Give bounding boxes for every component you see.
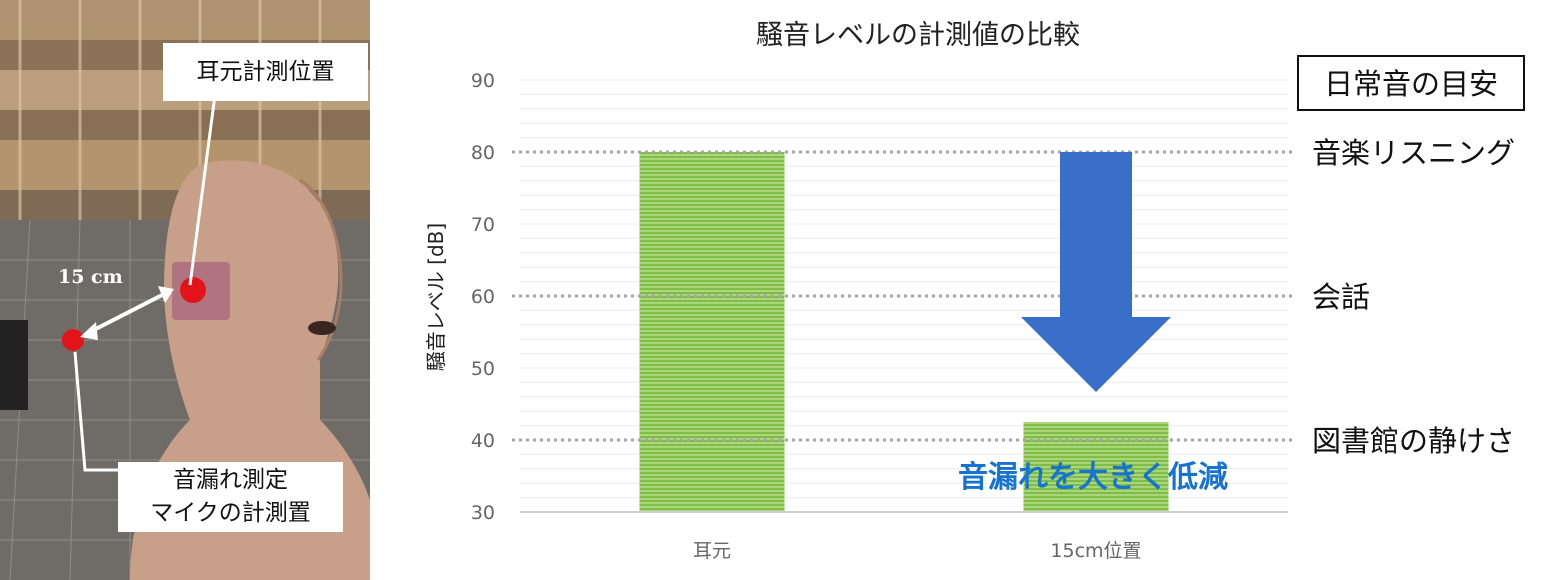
bars [639, 152, 1169, 512]
ear-measurement-label: 耳元計測位置 [163, 43, 368, 101]
reduction-arrow [1021, 152, 1171, 392]
reduction-annotation: 音漏れを大きく低減 [958, 460, 1228, 495]
category-labels: 耳元 15cm位置 [693, 540, 1142, 562]
mic-label-line1: 音漏れ測定 [173, 467, 288, 493]
y-axis-ticks: 30 40 50 60 70 80 90 [471, 70, 495, 524]
reference-label: 会話 [1312, 280, 1370, 314]
reference-label: 音楽リスニング [1312, 136, 1515, 170]
y-tick-label: 80 [471, 142, 495, 164]
y-axis-label: 騒音レベル [dB] [424, 223, 448, 371]
y-tick-label: 90 [471, 70, 495, 92]
x-tick-label: 耳元 [693, 540, 731, 562]
noise-level-chart: 騒音レベルの計測値の比較 30 40 50 60 70 80 90 騒音レベル [dB] 耳… [424, 20, 1525, 562]
reference-title-box [1297, 55, 1525, 111]
y-tick-label: 70 [471, 214, 495, 236]
distance-label: 15 cm [58, 266, 123, 288]
bar [639, 152, 785, 512]
y-tick-label: 30 [471, 502, 495, 524]
mic-measurement-label: 音漏れ測定 マイクの計測置 [118, 462, 343, 532]
chart-title: 騒音レベルの計測値の比較 [756, 20, 1080, 51]
grid-lines [520, 79, 1288, 499]
x-tick-label: 15cm位置 [1050, 540, 1141, 562]
measurement-photo: 耳元計測位置 音漏れ測定 マイクの計測置 15 cm [0, 0, 370, 580]
reference-title: 日常音の目安 [1324, 67, 1498, 101]
mic-label-line2: マイクの計測置 [150, 500, 311, 526]
y-tick-label: 50 [471, 358, 495, 380]
bar [1023, 422, 1169, 512]
y-tick-label: 40 [471, 430, 495, 452]
reference-label: 図書館の静けさ [1312, 424, 1515, 458]
y-tick-label: 60 [471, 286, 495, 308]
